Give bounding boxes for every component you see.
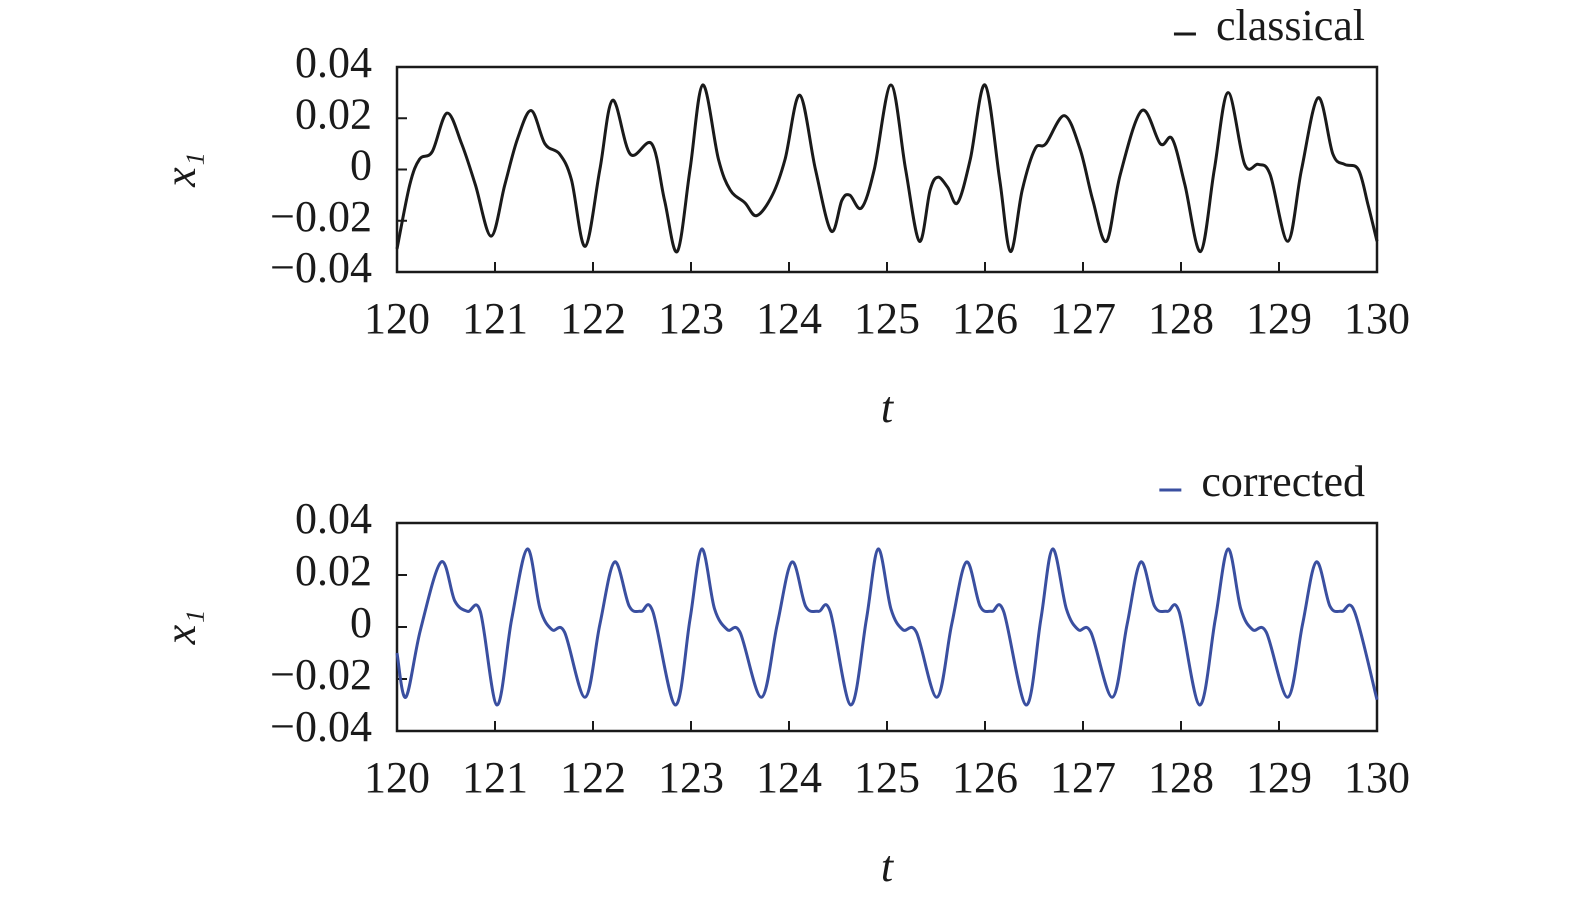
data-line bbox=[395, 547, 1379, 707]
x-tick-label: 123 bbox=[658, 294, 724, 343]
x-tick-label: 129 bbox=[1246, 753, 1312, 802]
x-tick-label: 126 bbox=[952, 753, 1018, 802]
x-tick-label: 129 bbox=[1246, 294, 1312, 343]
plot-frame bbox=[395, 521, 1379, 733]
x-tick-label: 126 bbox=[952, 294, 1018, 343]
x-tick-label: 125 bbox=[854, 294, 920, 343]
x-tick-label: 127 bbox=[1050, 753, 1116, 802]
y-tick-label: 0 bbox=[350, 141, 372, 190]
y-tick-label: 0.04 bbox=[295, 38, 372, 87]
y-tick-label: 0.02 bbox=[295, 546, 372, 595]
x-tick-label: 120 bbox=[364, 294, 430, 343]
y-tick-label: −0.04 bbox=[270, 243, 372, 292]
y-axis-label: x₁ bbox=[156, 152, 205, 188]
x-axis-label: t bbox=[881, 842, 895, 891]
x-tick-label: 121 bbox=[462, 294, 528, 343]
legend-label: classical bbox=[1216, 1, 1365, 50]
x-tick-label: 120 bbox=[364, 753, 430, 802]
x-tick-label: 123 bbox=[658, 753, 724, 802]
x-tick-label: 127 bbox=[1050, 294, 1116, 343]
x-tick-label: 121 bbox=[462, 753, 528, 802]
data-line bbox=[395, 83, 1379, 254]
legend-label: corrected bbox=[1201, 457, 1365, 506]
y-tick-label: 0.02 bbox=[295, 89, 372, 138]
x-tick-label: 122 bbox=[560, 294, 626, 343]
x-tick-label: 130 bbox=[1344, 294, 1410, 343]
y-tick-label: −0.04 bbox=[270, 702, 372, 751]
x-tick-label: 128 bbox=[1148, 294, 1214, 343]
y-tick-label: 0 bbox=[350, 598, 372, 647]
x-tick-label: 125 bbox=[854, 753, 920, 802]
x-tick-label: 124 bbox=[756, 753, 822, 802]
x-tick-label: 130 bbox=[1344, 753, 1410, 802]
x-tick-label: 124 bbox=[756, 294, 822, 343]
y-tick-label: −0.02 bbox=[270, 650, 372, 699]
x-tick-label: 128 bbox=[1148, 753, 1214, 802]
x-axis-label: t bbox=[881, 383, 895, 432]
x-tick-label: 122 bbox=[560, 753, 626, 802]
y-tick-label: 0.04 bbox=[295, 494, 372, 543]
y-axis-label: x₁ bbox=[156, 610, 205, 646]
plot-frame bbox=[395, 65, 1379, 274]
y-tick-label: −0.02 bbox=[270, 192, 372, 241]
